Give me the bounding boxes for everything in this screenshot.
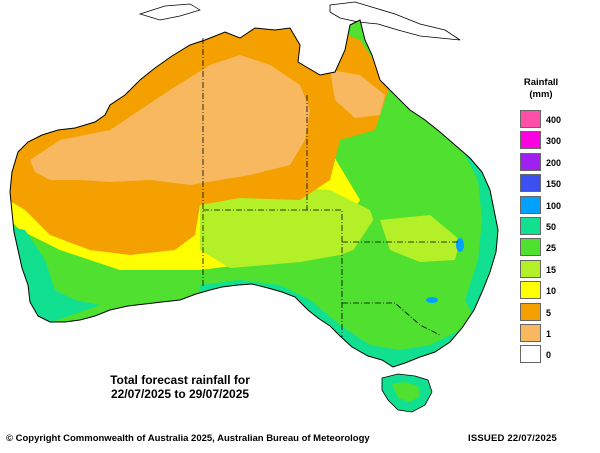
caption-line2: 22/07/2025 to 29/07/2025: [110, 387, 250, 401]
legend-label-200: 200: [546, 157, 562, 168]
legend-title-line2: (mm): [529, 89, 553, 100]
legend-label-0: 0: [546, 350, 552, 361]
legend-swatch-0: [520, 345, 541, 364]
legend-label-100: 100: [546, 200, 562, 211]
legend-label-15: 15: [546, 264, 557, 275]
timor-island-outline: [138, 3, 201, 21]
copyright-notice: © Copyright Commonwealth of Australia 20…: [6, 433, 370, 444]
forecast-period-caption: Total forecast rainfall for 22/07/2025 t…: [80, 373, 280, 401]
legend-swatch-5: [520, 302, 541, 321]
legend-swatch-400: [520, 110, 541, 128]
new-guinea-outline: [329, 1, 461, 41]
legend-title: Rainfall (mm): [516, 77, 566, 101]
legend-label-5: 5: [546, 307, 552, 318]
legend-swatch-150: [520, 174, 541, 193]
rainfall-zones: [10, 20, 498, 367]
legend-label-50: 50: [546, 222, 557, 232]
legend-label-300: 300: [546, 136, 562, 147]
legend-swatch-15: [520, 259, 541, 278]
legend-swatch-1: [520, 324, 541, 342]
legend-swatch-200: [520, 152, 541, 171]
legend-label-25: 25: [546, 243, 557, 254]
issued-date: ISSUED 22/07/2025: [468, 433, 557, 444]
caption-line1: Total forecast rainfall for: [110, 373, 250, 387]
legend-swatch-25: [520, 238, 541, 257]
legend-label-1: 1: [546, 329, 552, 339]
legend-swatch-50: [520, 217, 541, 235]
legend-label-150: 150: [546, 179, 562, 190]
legend-swatch-10: [520, 281, 541, 300]
state-borders: [202, 38, 460, 337]
legend-swatch-100: [520, 195, 541, 214]
legend-title-line1: Rainfall: [523, 77, 559, 88]
legend-swatch-300: [520, 131, 541, 150]
legend-label-10: 10: [546, 286, 557, 297]
tasmania: [381, 373, 433, 413]
legend-label-400: 400: [546, 115, 562, 125]
